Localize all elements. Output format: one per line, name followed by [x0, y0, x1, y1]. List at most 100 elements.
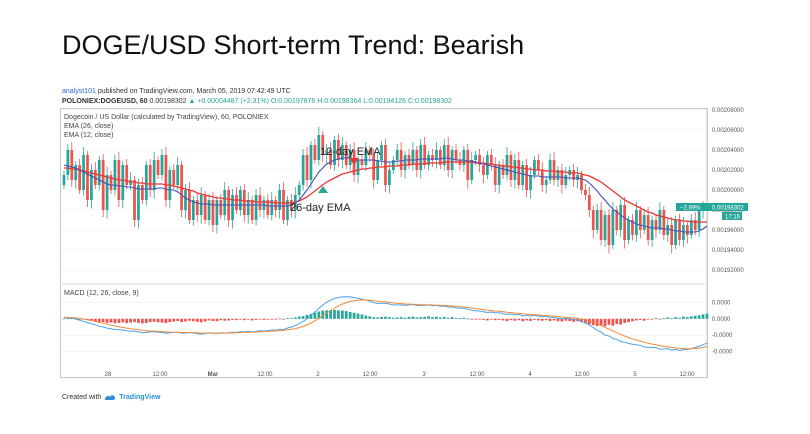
- macd-hist-bar: [442, 316, 446, 319]
- candle-body: [333, 140, 336, 165]
- candle-body: [203, 195, 207, 220]
- last-change-label: −2.89%: [680, 206, 701, 212]
- macd-hist-bar: [270, 318, 274, 320]
- candle-body: [391, 160, 395, 170]
- macd-hist-bar: [199, 318, 203, 323]
- macd-hist-bar: [164, 318, 168, 324]
- candle-body: [184, 190, 187, 210]
- candle-body: [133, 180, 136, 220]
- footer-brand-link[interactable]: TradingView: [119, 393, 161, 401]
- x-tick: 12:00: [679, 372, 695, 378]
- candle-body: [572, 170, 576, 180]
- ticker-close: C:0.00198302: [407, 98, 452, 105]
- candle-body: [423, 145, 427, 165]
- macd-hist-bar: [564, 318, 568, 321]
- ema26-line: [64, 161, 707, 223]
- macd-line: [63, 296, 708, 352]
- signal-line: [63, 299, 708, 350]
- macd-hist-bar: [239, 318, 242, 320]
- macd-hist-bar: [493, 318, 497, 321]
- macd-hist-bar: [101, 318, 105, 323]
- macd-hist-bar: [109, 318, 113, 323]
- candle-body: [533, 160, 536, 175]
- candle-body: [501, 165, 505, 175]
- macd-hist-bar: [619, 318, 623, 325]
- macd-hist-bar: [435, 316, 438, 319]
- macd-hist-bar: [388, 317, 391, 319]
- macd-hist-bar: [380, 316, 383, 319]
- candle-body: [529, 175, 532, 190]
- candle-body: [360, 160, 364, 165]
- macd-hist-bar: [329, 310, 332, 319]
- macd-hist-bar: [682, 316, 685, 319]
- macd-hist-bar: [242, 318, 246, 321]
- candle-body: [141, 185, 144, 200]
- macd-hist-bar: [489, 318, 493, 320]
- candle-body: [344, 145, 348, 165]
- price-legend-ema12: EMA (12, close): [64, 132, 114, 139]
- last-price-tag: −2.89% 0.00198302 17:16: [676, 203, 748, 221]
- candle-body: [337, 140, 340, 160]
- candle-body: [388, 170, 391, 185]
- macd-hist-bar: [148, 318, 152, 323]
- macd-hist-bar: [62, 318, 66, 320]
- ticker-line: POLONIEX:DOGEUSD, 60 0.00198302 ▲ +0.000…: [62, 98, 452, 105]
- macd-hist-bar: [501, 318, 505, 321]
- macd-hist-bar: [325, 310, 329, 319]
- macd-hist-bar: [340, 310, 344, 319]
- macd-lines: [63, 296, 708, 352]
- macd-hist-bar: [427, 316, 430, 319]
- macd-hist-bar: [258, 318, 262, 320]
- footer-text: Created with: [62, 393, 102, 401]
- candle-body: [105, 175, 109, 210]
- macd-hist-bar: [536, 318, 540, 321]
- candle-body: [376, 160, 379, 180]
- macd-hist-bar: [584, 318, 587, 324]
- x-tick: 2: [316, 372, 320, 378]
- candle-body: [270, 200, 274, 215]
- macd-hist-bar: [356, 313, 360, 319]
- macd-grid: [62, 302, 705, 352]
- macd-hist-bar: [266, 318, 270, 320]
- publisher-user-link[interactable]: analyst101: [62, 88, 96, 95]
- candle-body: [250, 200, 254, 220]
- macd-hist-bar: [395, 317, 399, 319]
- candle-body: [242, 190, 246, 215]
- last-price-bg: [708, 203, 748, 211]
- chart-frame[interactable]: [60, 108, 708, 378]
- candle-body: [231, 195, 234, 220]
- macd-hist-bar: [90, 318, 93, 321]
- macd-hist-bar: [525, 318, 528, 321]
- candle-body: [470, 160, 474, 180]
- candle-body: [689, 220, 693, 235]
- macd-hist-bar: [544, 318, 548, 321]
- candle-body: [156, 160, 160, 175]
- price-y-tick: 0.00208000: [712, 108, 744, 114]
- macd-hist-bar: [141, 318, 144, 324]
- candle-body: [674, 220, 677, 245]
- candle-body: [309, 145, 313, 180]
- macd-hist-bar: [301, 316, 305, 319]
- macd-hist-bar: [172, 318, 176, 322]
- candle-body: [395, 150, 399, 160]
- candle-body: [599, 210, 603, 240]
- macd-hist-bar: [235, 318, 238, 321]
- x-tick: Mar: [208, 372, 219, 378]
- candle-body: [603, 215, 607, 240]
- macd-hist-bar: [184, 318, 187, 322]
- macd-hist-bar: [482, 318, 485, 320]
- macd-hist-bar: [113, 318, 117, 324]
- macd-hist-bar: [399, 317, 403, 319]
- macd-hist-bar: [587, 318, 591, 325]
- candle-body: [297, 185, 301, 195]
- macd-hist-bar: [470, 318, 474, 320]
- macd-hist-bar: [478, 318, 481, 320]
- ticker-high: H:0.00198364: [317, 98, 362, 105]
- macd-hist-bar: [446, 317, 450, 319]
- macd-hist-bar: [254, 318, 258, 320]
- macd-hist-bar: [384, 316, 387, 319]
- macd-hist-bar: [623, 318, 626, 323]
- candle-body: [536, 160, 540, 170]
- macd-hist-bar: [278, 318, 281, 320]
